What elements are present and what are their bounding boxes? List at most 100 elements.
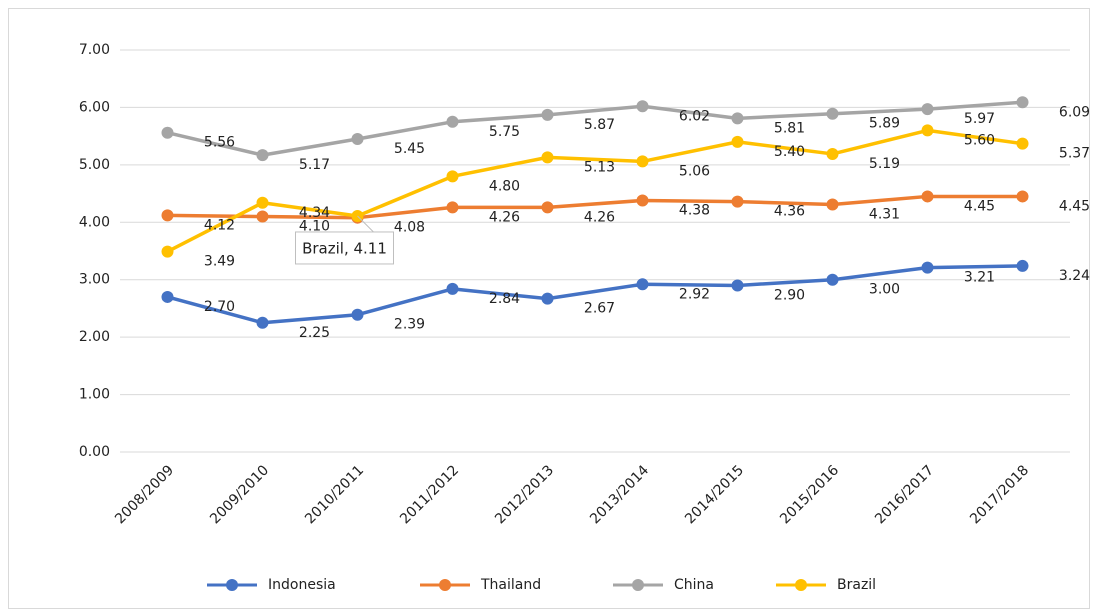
- chart-border: [8, 8, 1090, 609]
- y-tick-label: 1.00: [79, 387, 110, 403]
- data-label: 4.26: [584, 209, 615, 225]
- legend-marker: [226, 579, 238, 591]
- data-point: [541, 108, 554, 121]
- legend-marker: [439, 579, 451, 591]
- data-label: 5.13: [584, 159, 615, 175]
- data-point: [446, 170, 459, 183]
- data-point: [826, 273, 839, 286]
- data-label: 5.97: [964, 111, 995, 127]
- data-point: [161, 126, 174, 139]
- data-point: [256, 210, 269, 223]
- data-point: [161, 209, 174, 222]
- y-tick-label: 7.00: [79, 42, 110, 58]
- legend-marker: [632, 579, 644, 591]
- data-point: [256, 149, 269, 162]
- series-line: [167, 194, 1023, 220]
- data-label: 2.67: [584, 301, 615, 317]
- data-label: 4.45: [1059, 198, 1090, 214]
- data-label: 6.09: [1059, 104, 1090, 120]
- data-point: [446, 282, 459, 295]
- data-label: 2.90: [774, 287, 805, 303]
- data-point: [541, 201, 554, 214]
- data-point: [541, 151, 554, 164]
- data-label: 3.49: [204, 254, 235, 270]
- legend-label: Brazil: [837, 577, 876, 593]
- y-tick-label: 4.00: [79, 214, 110, 230]
- data-point: [1016, 96, 1029, 109]
- data-point: [1016, 137, 1029, 150]
- data-point: [161, 290, 174, 303]
- y-tick-label: 0.00: [79, 444, 110, 460]
- data-point: [731, 135, 744, 148]
- data-label: 5.06: [679, 163, 710, 179]
- data-label: 5.89: [869, 116, 900, 132]
- data-label: 2.84: [489, 291, 520, 307]
- data-label: 5.81: [774, 120, 805, 136]
- data-point: [731, 112, 744, 125]
- data-point: [636, 194, 649, 207]
- data-label: 3.24: [1059, 268, 1090, 284]
- data-point: [826, 147, 839, 160]
- data-point: [541, 292, 554, 305]
- series-line: [166, 128, 1023, 254]
- data-point: [826, 198, 839, 211]
- data-label: 4.80: [489, 178, 520, 194]
- legend-label: Thailand: [480, 577, 541, 593]
- data-label: 5.37: [1059, 146, 1090, 162]
- data-label: 4.26: [489, 209, 520, 225]
- data-label: 4.38: [679, 202, 710, 218]
- data-label: 2.39: [394, 317, 425, 333]
- data-label: 5.17: [299, 157, 330, 173]
- data-label: 2.70: [204, 299, 235, 315]
- data-label: 2.92: [679, 286, 710, 302]
- data-point: [256, 196, 269, 209]
- data-label: 5.40: [774, 144, 805, 160]
- data-label: 2.25: [299, 325, 330, 341]
- series-line: [167, 100, 1023, 157]
- data-point: [921, 261, 934, 274]
- data-label: 5.19: [869, 156, 900, 172]
- data-label: 5.56: [204, 135, 235, 151]
- data-label: 6.02: [679, 108, 710, 124]
- data-label: 4.10: [299, 219, 330, 235]
- data-label: 3.21: [964, 270, 995, 286]
- data-point: [256, 316, 269, 329]
- data-label: Brazil, 4.11: [302, 239, 387, 257]
- data-point: [636, 155, 649, 168]
- y-tick-label: 3.00: [79, 272, 110, 288]
- data-label: 4.36: [774, 204, 805, 220]
- data-label: 5.45: [394, 141, 425, 157]
- data-point: [921, 124, 934, 137]
- y-tick-label: 2.00: [79, 329, 110, 345]
- data-label: 4.45: [964, 198, 995, 214]
- data-point: [161, 245, 174, 258]
- data-point: [351, 133, 364, 146]
- data-label: 4.08: [394, 220, 425, 236]
- data-point: [446, 201, 459, 214]
- data-label: 4.12: [204, 217, 235, 233]
- callout-box: [295, 231, 394, 265]
- y-tick-label: 6.00: [79, 99, 110, 115]
- data-point: [731, 195, 744, 208]
- legend-label: Indonesia: [268, 577, 336, 593]
- legend-label: China: [674, 577, 714, 593]
- data-label: 5.60: [964, 132, 995, 148]
- data-point: [1016, 259, 1029, 272]
- y-tick-label: 5.00: [79, 157, 110, 173]
- data-label: 4.34: [299, 205, 330, 221]
- data-point: [921, 103, 934, 116]
- data-label: 5.87: [584, 117, 615, 133]
- data-point: [351, 308, 364, 321]
- callout-leader: [357, 215, 374, 233]
- data-label: 3.00: [869, 282, 900, 298]
- series-line: [167, 264, 1023, 325]
- data-point: [636, 278, 649, 291]
- data-label: 4.31: [869, 206, 900, 222]
- data-point: [731, 279, 744, 292]
- data-point: [446, 115, 459, 128]
- data-point: [921, 190, 934, 203]
- data-label: 5.75: [489, 124, 520, 140]
- data-point: [636, 100, 649, 113]
- legend-marker: [795, 579, 807, 591]
